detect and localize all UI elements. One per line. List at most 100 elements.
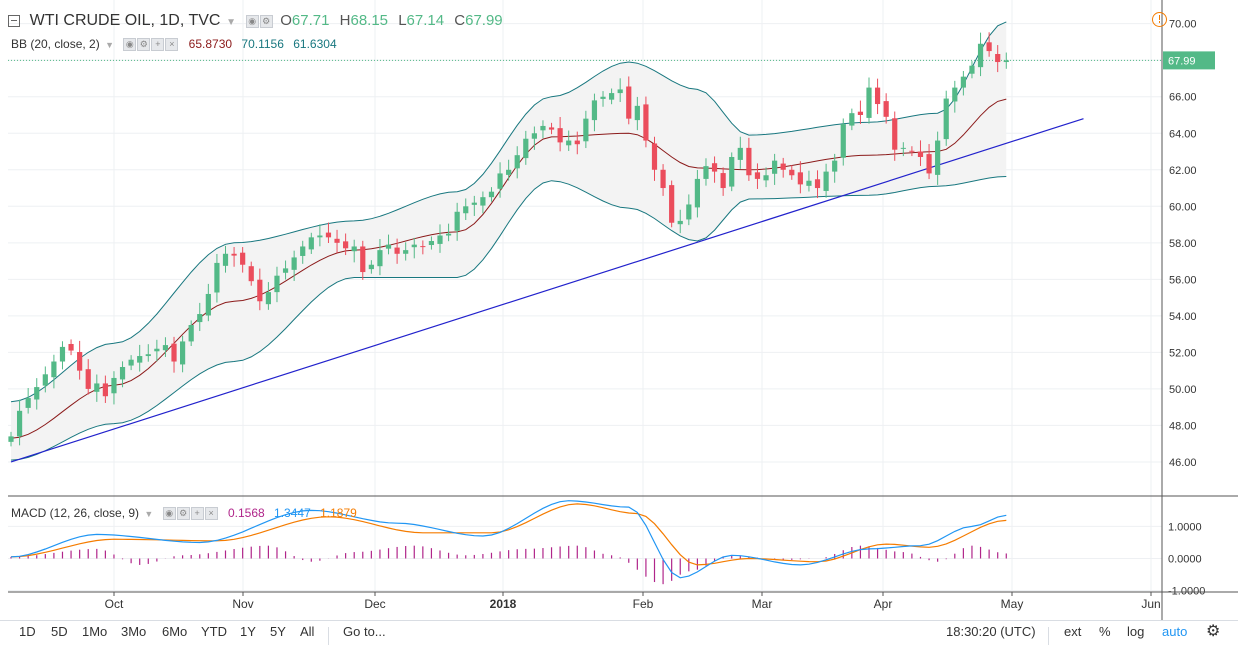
close-icon[interactable]: × bbox=[165, 38, 179, 52]
candle-body bbox=[240, 252, 246, 265]
chevron-down-icon[interactable]: ▼ bbox=[226, 17, 236, 28]
close-icon[interactable]: × bbox=[204, 507, 218, 521]
candle-body bbox=[282, 268, 289, 273]
candle-body bbox=[917, 151, 924, 157]
candle-body bbox=[943, 98, 949, 140]
candle-body bbox=[514, 155, 520, 169]
chevron-down-icon[interactable]: ▼ bbox=[105, 40, 114, 50]
x-tick-label: Nov bbox=[232, 597, 253, 611]
candle-body bbox=[995, 53, 1001, 63]
add-icon[interactable]: + bbox=[190, 507, 204, 521]
candle-body bbox=[566, 140, 572, 146]
candle-body bbox=[42, 374, 48, 386]
high-label: H bbox=[339, 12, 351, 29]
x-tick-label: Oct bbox=[105, 597, 124, 611]
candle-body bbox=[385, 244, 392, 249]
candle-body bbox=[874, 87, 881, 105]
macd-signal-value: 1.1879 bbox=[320, 506, 357, 520]
candle-body bbox=[729, 156, 735, 187]
candle-body bbox=[34, 387, 40, 400]
bb-legend: BB (20, close, 2) ▼ ◉ ⚙ + × 65.8730 70.1156… bbox=[11, 37, 337, 52]
x-tick-label: Apr bbox=[874, 597, 893, 611]
y-tick-label: 70.00 bbox=[1169, 19, 1197, 31]
collapse-icon[interactable] bbox=[8, 14, 20, 27]
macd-line bbox=[10, 500, 1007, 579]
candle-body bbox=[454, 211, 460, 231]
y-tick-label: 52.00 bbox=[1169, 347, 1197, 359]
range-5y[interactable]: 5Y bbox=[270, 624, 286, 639]
candle-body bbox=[137, 356, 143, 363]
candle-body bbox=[471, 202, 477, 205]
settings-icon[interactable]: ⚙ bbox=[259, 15, 273, 29]
candle-body bbox=[59, 346, 66, 362]
add-icon[interactable]: + bbox=[151, 38, 165, 52]
candle-body bbox=[720, 173, 726, 189]
candle-body bbox=[574, 140, 580, 145]
clock-time: 18:30:20 (UTC) bbox=[946, 624, 1036, 639]
candle-body bbox=[634, 105, 640, 121]
bottom-toolbar: 1D 5D 1Mo 3Mo 6Mo YTD 1Y 5Y All Go to...… bbox=[0, 620, 1238, 652]
range-3mo[interactable]: 3Mo bbox=[121, 624, 147, 639]
gear-icon[interactable]: ⚙ bbox=[1206, 623, 1221, 640]
candle-body bbox=[197, 314, 203, 323]
visibility-icon[interactable]: ◉ bbox=[245, 15, 259, 29]
macd-label[interactable]: MACD (12, 26, close, 9) bbox=[11, 506, 140, 520]
candle-body bbox=[265, 292, 271, 305]
goto-button[interactable]: Go to... bbox=[343, 624, 386, 639]
range-6mo[interactable]: 6Mo bbox=[162, 624, 188, 639]
candle-body bbox=[866, 87, 872, 118]
candle-body bbox=[849, 113, 855, 126]
percent-toggle[interactable]: % bbox=[1099, 624, 1111, 639]
low-label: L bbox=[398, 12, 407, 29]
candle-body bbox=[900, 147, 906, 149]
auto-toggle[interactable]: auto bbox=[1162, 624, 1188, 639]
close-label: C bbox=[454, 12, 466, 29]
candle-body bbox=[102, 383, 108, 397]
visibility-icon[interactable]: ◉ bbox=[123, 38, 137, 52]
price-chart[interactable]: 46.00 48.00 50.00 52.00 54.00 56.00 58.00 60.00… bbox=[0, 0, 1238, 620]
range-1mo[interactable]: 1Mo bbox=[82, 624, 108, 639]
range-1y[interactable]: 1Y bbox=[240, 624, 256, 639]
chevron-down-icon[interactable]: ▼ bbox=[144, 509, 154, 519]
bb-label[interactable]: BB (20, close, 2) bbox=[11, 37, 100, 51]
candle-body bbox=[857, 111, 864, 115]
candle-body bbox=[540, 125, 546, 131]
candle-body bbox=[25, 398, 31, 408]
candle-body bbox=[737, 147, 743, 160]
range-all[interactable]: All bbox=[300, 624, 315, 639]
candle-body bbox=[694, 178, 700, 208]
y-tick-label: 62.00 bbox=[1169, 165, 1197, 177]
settings-icon[interactable]: ⚙ bbox=[137, 38, 151, 52]
candle-body bbox=[111, 377, 117, 394]
candle-body bbox=[334, 238, 340, 243]
visibility-icon[interactable]: ◉ bbox=[162, 507, 176, 521]
candle-body bbox=[16, 410, 23, 437]
candle-body bbox=[926, 154, 932, 174]
candle-body bbox=[8, 436, 14, 442]
log-toggle[interactable]: log bbox=[1127, 624, 1145, 639]
candle-body bbox=[814, 179, 821, 189]
candle-body bbox=[935, 140, 941, 175]
ext-toggle[interactable]: ext bbox=[1064, 624, 1082, 639]
symbol-title[interactable]: WTI CRUDE OIL, 1D, TVC bbox=[29, 12, 221, 29]
candle-body bbox=[428, 240, 435, 246]
candle-body bbox=[162, 345, 169, 351]
candle-body bbox=[583, 118, 589, 142]
alert-clock-icon[interactable] bbox=[1152, 12, 1167, 27]
candle-body bbox=[960, 76, 966, 88]
macd-y-tick-label: 0.0000 bbox=[1168, 554, 1202, 566]
x-tick-label: Mar bbox=[752, 597, 773, 611]
range-5d[interactable]: 5D bbox=[51, 624, 68, 639]
candle-body bbox=[420, 246, 426, 248]
range-ytd[interactable]: YTD bbox=[201, 624, 227, 639]
candle-body bbox=[797, 172, 803, 185]
open-value: 67.71 bbox=[291, 12, 330, 29]
macd-value: 1.3447 bbox=[274, 506, 311, 520]
candle-body bbox=[300, 246, 306, 256]
range-1d[interactable]: 1D bbox=[19, 624, 36, 639]
candle-body bbox=[368, 264, 374, 270]
candle-body bbox=[909, 150, 915, 152]
candle-body bbox=[952, 87, 958, 102]
candle-body bbox=[94, 383, 100, 392]
settings-icon[interactable]: ⚙ bbox=[176, 507, 190, 521]
